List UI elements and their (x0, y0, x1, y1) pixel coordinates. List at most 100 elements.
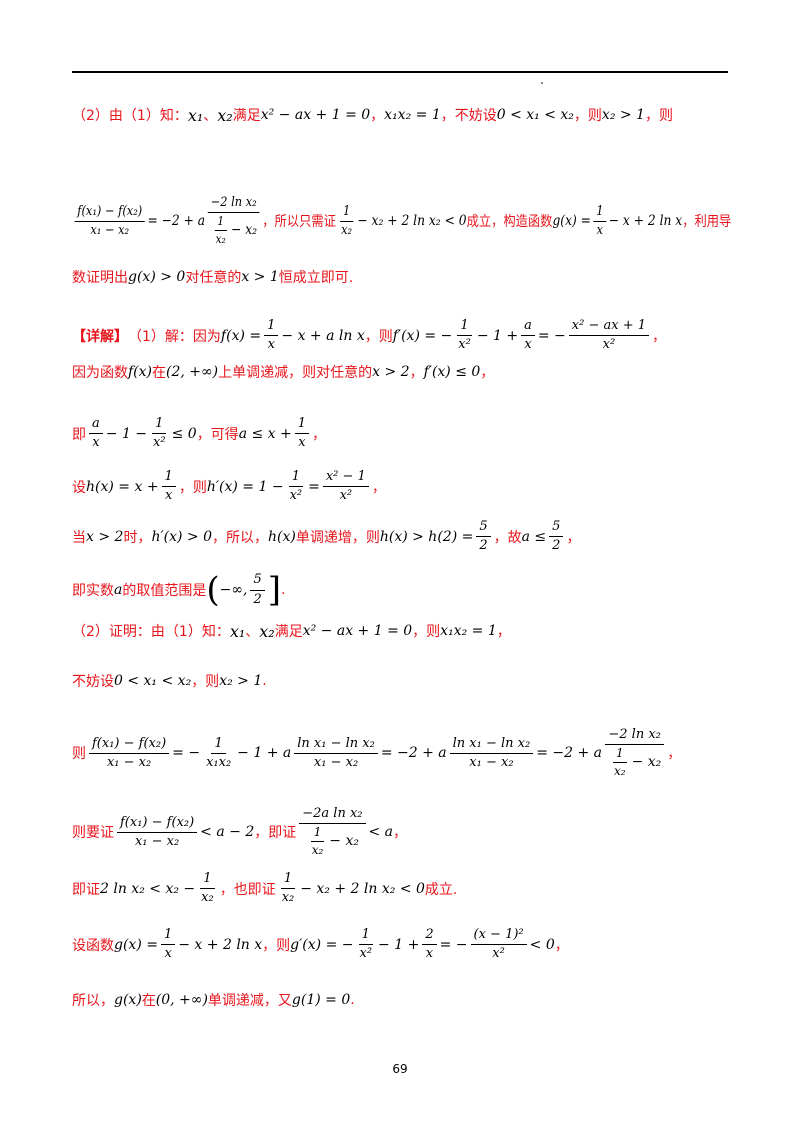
math-expression: g(1) = 0 (291, 992, 351, 1008)
fraction-denominator: x₁ − x₂ (313, 754, 359, 770)
solution-line: 即 a x − 1 −1 x² ≤ 0 ，可得 a ≤ x +1 x， (72, 416, 732, 451)
fraction-numerator: a (89, 416, 103, 435)
math-expression: −∞, (219, 582, 248, 598)
fraction-denominator: x₁ − x₂ (469, 754, 514, 770)
fraction-denominator: x² (339, 488, 353, 504)
fraction-numerator: f(x₁) − f(x₂) (74, 204, 145, 222)
fraction-denominator: 2 (552, 538, 561, 554)
fraction-denominator: x (267, 337, 275, 353)
text-segment: ， (480, 365, 495, 381)
text-segment: 设 (72, 479, 86, 496)
math-expression: x₂ (217, 105, 233, 125)
math-expression: − 1 + a (237, 745, 292, 762)
text-segment: ， (393, 825, 408, 842)
fraction: x² − 1 x² (322, 469, 369, 504)
math-expression: 0 < x₁ < x₂ (496, 107, 574, 123)
text-segment: 成立，构造函数 (466, 214, 553, 231)
solution-line: 因为函数 f(x) 在 (2, +∞) 上单调递减，则对任意的 x > 2， f′(x) ≤… (72, 362, 732, 382)
fraction-numerator: −2 ln x₂ (605, 727, 664, 746)
text-segment: 即 (72, 426, 86, 443)
math-expression: h′(x) > 0 (151, 528, 212, 545)
fraction-denominator: x (425, 946, 434, 962)
math-expression: < a (368, 824, 394, 841)
interval-bracket: ] (267, 570, 282, 610)
text-segment: 上单调递减，则对任意的 (218, 365, 373, 381)
fraction: 1 x₂ (198, 871, 217, 906)
text-segment: ，所以只需证 (262, 214, 336, 231)
fraction-numerator: 2 (422, 927, 437, 946)
fraction: 1 x² (287, 469, 306, 504)
fraction-denominator: x² (359, 946, 373, 962)
fraction-denominator: x² (153, 435, 166, 451)
fraction-denominator: x (524, 337, 532, 353)
math-expression: = −2 + a (147, 213, 206, 230)
fraction-denominator: 2 (253, 591, 262, 607)
math-expression: x > 1 (241, 269, 279, 285)
solution-line: 设函数 g(x) = 1 x − x + 2 ln x ，则 g′(x) = −1 x² − 1… (72, 927, 732, 962)
fraction: 1 x₂ (279, 871, 298, 906)
math-expression: h(x) > h(2) = (379, 528, 474, 545)
fraction: 1 x₂ (213, 215, 228, 246)
fraction-numerator: x² − ax + 1 (568, 318, 650, 337)
fraction: 1 x₁x₂ (203, 736, 234, 771)
fraction: 1 x² (150, 416, 169, 451)
math-expression: − x + 2 ln x (608, 213, 683, 230)
solution-line: 【详解】 （1）解：因为 f(x) = 1 x − x + a ln x ，则 f′(x) =… (72, 318, 732, 353)
math-expression: x² − ax + 1 = 0 (260, 107, 371, 123)
text-segment: （2）由（1）知： (72, 108, 188, 124)
math-expression: g(x) (114, 992, 142, 1008)
fraction-denominator: x₁x₂ (206, 754, 232, 770)
fraction-numerator: 1 (211, 736, 226, 754)
fraction: 1 x₂ (611, 747, 629, 778)
text-segment: . (281, 582, 286, 598)
text-segment: ， (496, 624, 511, 640)
text-segment: 恒成立即可. (278, 270, 354, 286)
fraction-denominator: x₂ (311, 843, 324, 858)
text-segment: ，则 (412, 624, 441, 640)
text-segment: （2）证明：由（1）知： (72, 624, 230, 640)
text-segment: ，则 (573, 108, 602, 124)
fraction-denominator: x (596, 222, 604, 238)
fraction: −2 ln x₂ 1 x₂ − x₂ (208, 195, 260, 247)
text-segment: 则 (72, 746, 86, 763)
text-segment: . (350, 992, 355, 1008)
text-segment: 当 (72, 529, 86, 546)
text-segment: ， (667, 746, 682, 763)
text-segment: ， (554, 937, 569, 954)
text-segment: 即实数 (72, 583, 114, 599)
fraction-numerator: f(x₁) − f(x₂) (117, 815, 198, 833)
text-segment: 满足 (232, 108, 261, 124)
solution-line: 不妨设 0 < x₁ < x₂ ，则 x₂ > 1. (72, 671, 732, 691)
text-segment: 则要证 (72, 825, 114, 842)
text-segment: ， (371, 479, 386, 496)
math-expression: a (114, 582, 123, 598)
solution-line: 即证 2 ln x₂ < x₂ −1 x₂ ，也即证 1 x₂ − x₂ + 2 ln x₂… (72, 871, 732, 906)
text-segment: 的取值范围是 (122, 583, 207, 599)
header-dot (541, 82, 543, 84)
fraction-denominator: 2 (479, 538, 488, 554)
text-segment: 因为函数 (72, 365, 128, 381)
solution-line: （2）证明：由（1）知： x₁、 x₂ 满足 x² − ax + 1 = 0 ，则 x₁x₂… (72, 621, 732, 641)
math-expression: g(x) = (114, 936, 158, 953)
solution-line: f(x₁) − f(x₂) x₁ − x₂ = −2 + a −2 ln x₂ 1 x₂ −… (72, 195, 731, 247)
fraction-denominator: x² (289, 488, 303, 504)
fraction-numerator: a (521, 318, 535, 337)
header-rule (72, 71, 728, 73)
fraction-denominator: 1 x₂ − x₂ (208, 213, 260, 246)
fraction-numerator: 1 (612, 747, 627, 764)
fraction-denominator: x₁ − x₂ (90, 222, 130, 238)
interval-bracket: ( (206, 570, 220, 610)
fraction-numerator: 1 (358, 927, 373, 946)
fraction-numerator: 1 (310, 826, 325, 843)
fraction: 1 x² (455, 318, 474, 353)
math-expression: < 0 (529, 936, 555, 953)
solution-line: 设 h(x) = x +1 x ，则 h′(x) = 1 −1 x² = x² − 1 x²， (72, 469, 732, 504)
section-label: 【详解】 (72, 328, 128, 345)
text-segment: ， (370, 108, 385, 124)
